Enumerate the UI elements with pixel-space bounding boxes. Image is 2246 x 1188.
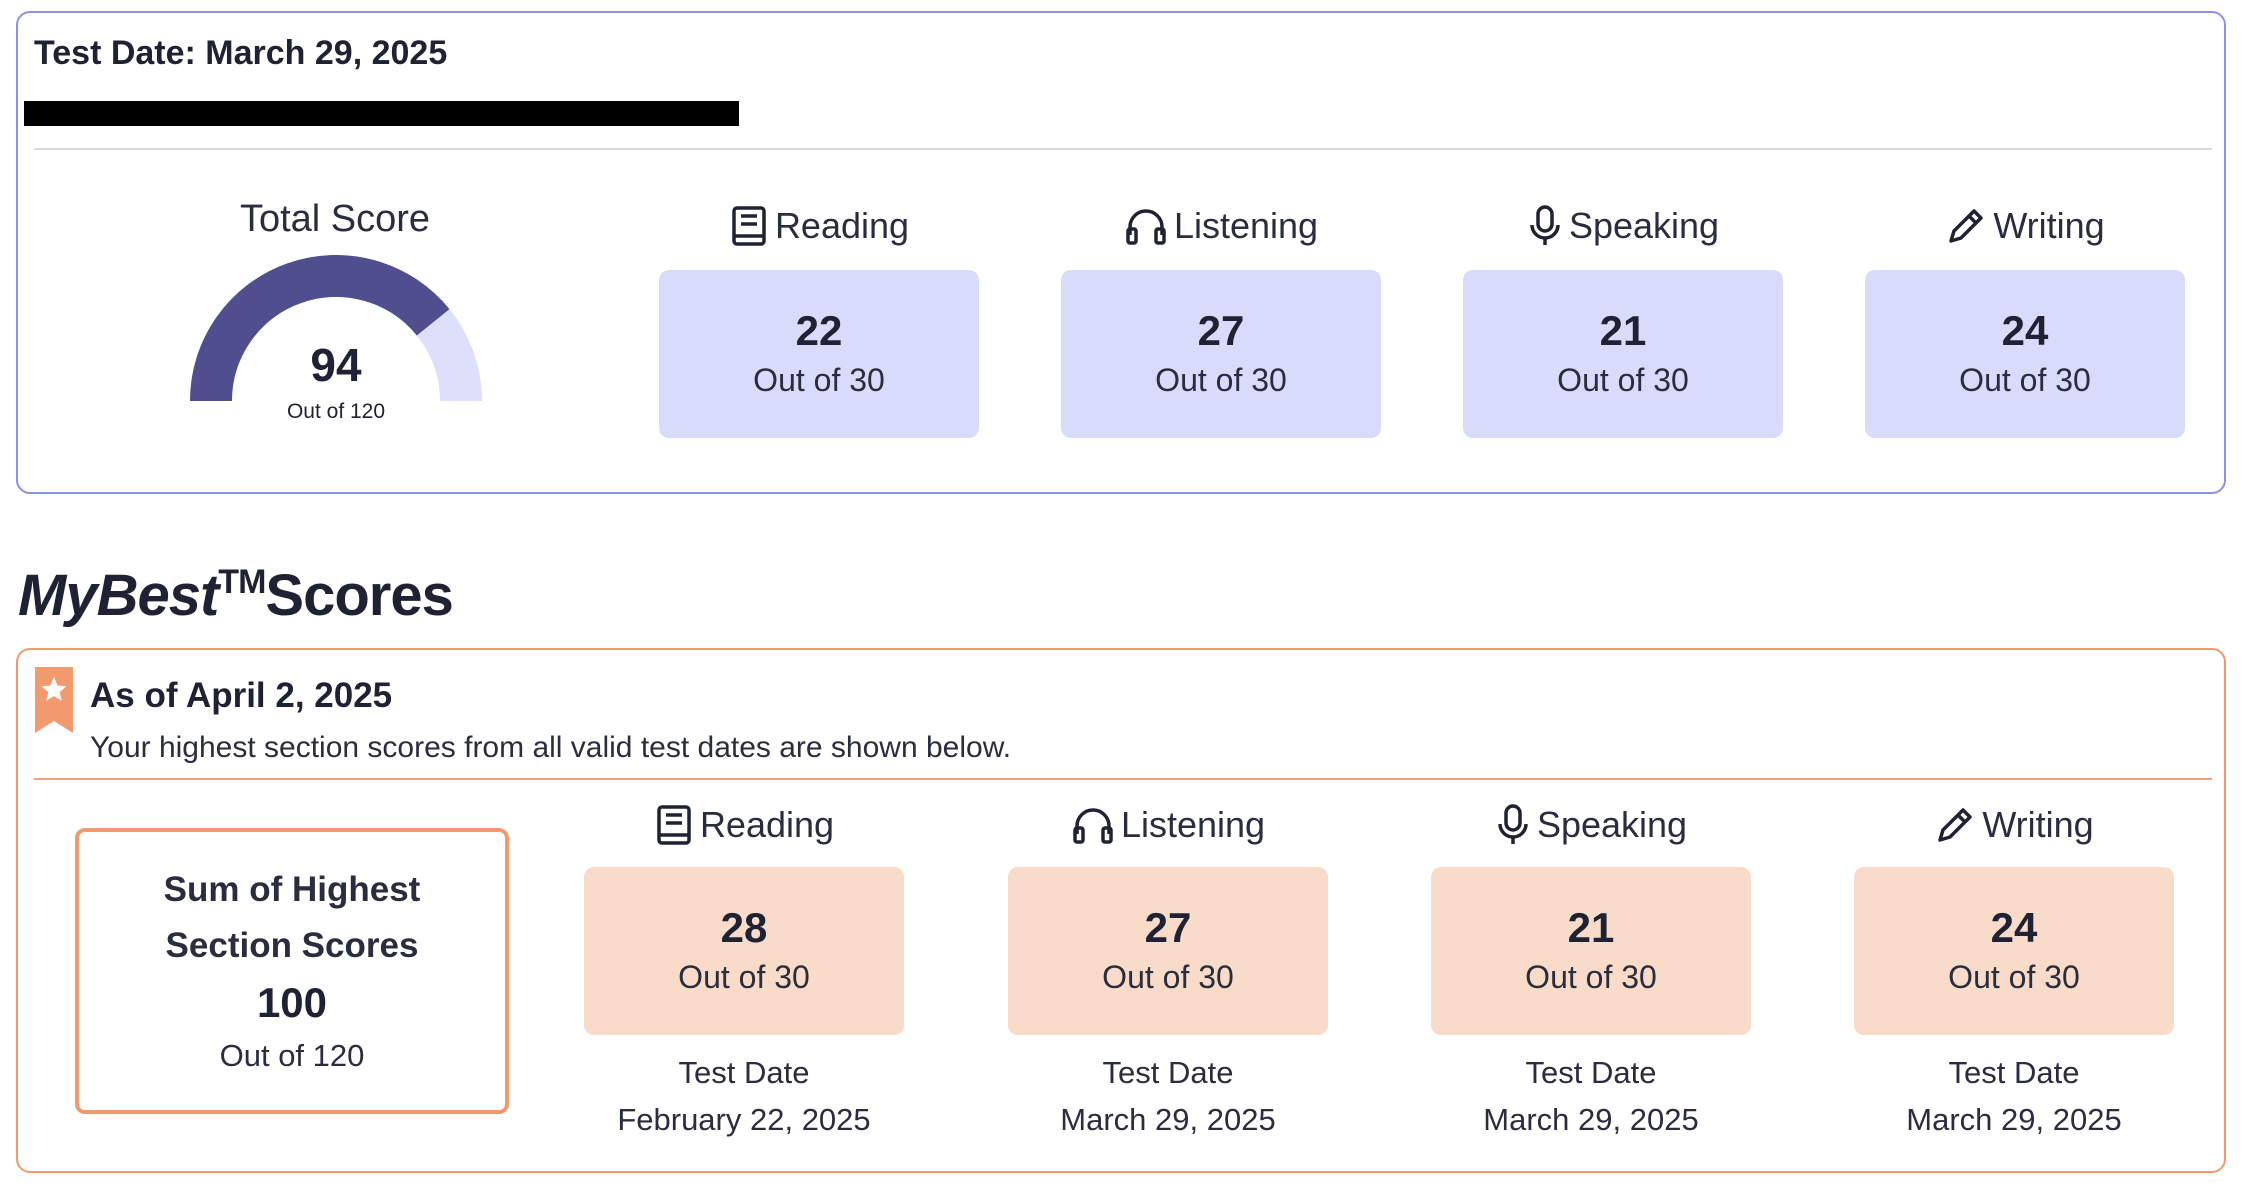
total-score-gauge	[190, 255, 482, 402]
best-score-test-date: March 29, 2025	[1483, 1102, 1699, 1137]
section-label: Listening	[1120, 804, 1266, 845]
mybest-brand: MyBest	[18, 563, 219, 628]
trademark: TM	[218, 563, 266, 601]
score-value: 28	[720, 904, 768, 951]
score-box-reading: 22 Out of 30	[659, 270, 979, 438]
total-score-out-of: Out of 120	[286, 400, 386, 423]
score-box-listening: 27 Out of 30	[1061, 270, 1381, 438]
as-of-date: As of April 2, 2025	[90, 676, 393, 715]
microphone-icon	[1498, 804, 1528, 844]
section-header-reading: Reading	[659, 201, 979, 251]
divider	[34, 148, 2212, 150]
score-out-of: Out of 30	[1959, 362, 2091, 398]
score-out-of: Out of 30	[1525, 959, 1657, 995]
sum-of-highest-box: Sum of Highest Section Scores 100 Out of…	[75, 828, 509, 1114]
test-date-caption: Test Date	[1102, 1055, 1234, 1090]
score-out-of: Out of 30	[1948, 959, 2080, 995]
section-header-writing: Writing	[1854, 800, 2174, 850]
section-header-writing: Writing	[1865, 201, 2185, 251]
section-header-listening: Listening	[1061, 201, 1381, 251]
score-box-speaking: 21 Out of 30	[1463, 270, 1783, 438]
total-score-value: 94	[310, 339, 362, 391]
score-value: 24	[1990, 904, 2038, 951]
score-value: 21	[1567, 904, 1615, 951]
section-label: Reading	[774, 205, 910, 246]
divider	[34, 778, 2212, 780]
sum-title: Sum of Highest Section Scores	[163, 870, 421, 965]
section-label: Writing	[1993, 205, 2105, 246]
best-score-test-date: February 22, 2025	[617, 1102, 871, 1137]
section-label: Speaking	[1568, 205, 1720, 246]
score-value: 27	[1197, 307, 1245, 354]
mybest-heading-rest: Scores	[265, 563, 453, 628]
test-date-caption: Test Date	[1948, 1055, 2080, 1090]
best-score-box-writing: 24 Out of 30	[1854, 867, 2174, 1035]
best-score-test-date: March 29, 2025	[1060, 1102, 1276, 1137]
pencil-icon	[1949, 209, 1984, 243]
score-out-of: Out of 30	[1557, 362, 1689, 398]
mybest-description: Your highest section scores from all val…	[90, 731, 1012, 764]
redaction-bar	[24, 101, 739, 126]
score-value: 22	[795, 307, 843, 354]
score-out-of: Out of 30	[1155, 362, 1287, 398]
score-out-of: Out of 30	[678, 959, 810, 995]
best-score-box-reading: 28 Out of 30	[584, 867, 904, 1035]
test-date-heading: Test Date: March 29, 2025	[34, 34, 448, 72]
best-score-test-date: March 29, 2025	[1906, 1102, 2122, 1137]
score-value: 21	[1599, 307, 1647, 354]
section-label: Writing	[1982, 804, 2094, 845]
section-header-speaking: Speaking	[1463, 201, 1783, 251]
gauge-fill	[190, 255, 450, 402]
test-date-caption: Test Date	[1525, 1055, 1657, 1090]
section-header-reading: Reading	[584, 800, 904, 850]
score-value: 24	[2001, 307, 2049, 354]
sum-out-of: Out of 120	[219, 1038, 365, 1073]
book-icon	[657, 805, 691, 845]
best-score-box-speaking: 21 Out of 30	[1431, 867, 1751, 1035]
sum-value: 100	[256, 979, 328, 1026]
score-box-writing: 24 Out of 30	[1865, 270, 2185, 438]
score-out-of: Out of 30	[1102, 959, 1234, 995]
mybest-scores-card	[16, 648, 2226, 1173]
book-icon	[732, 206, 766, 246]
pencil-icon	[1938, 808, 1973, 842]
section-label: Reading	[699, 804, 835, 845]
microphone-icon	[1530, 205, 1560, 245]
section-header-listening: Listening	[1008, 800, 1328, 850]
mybest-scores-heading: MyBestTMScores	[18, 562, 454, 629]
score-out-of: Out of 30	[753, 362, 885, 398]
headphones-icon	[1073, 808, 1113, 844]
section-label: Listening	[1173, 205, 1319, 246]
section-label: Speaking	[1536, 804, 1688, 845]
best-score-box-listening: 27 Out of 30	[1008, 867, 1328, 1035]
score-value: 27	[1144, 904, 1192, 951]
total-score-title: Total Score	[239, 198, 431, 240]
section-header-speaking: Speaking	[1431, 800, 1751, 850]
ribbon-star-icon	[35, 667, 73, 733]
test-result-card	[16, 11, 2226, 494]
test-date-caption: Test Date	[678, 1055, 810, 1090]
headphones-icon	[1126, 209, 1166, 245]
